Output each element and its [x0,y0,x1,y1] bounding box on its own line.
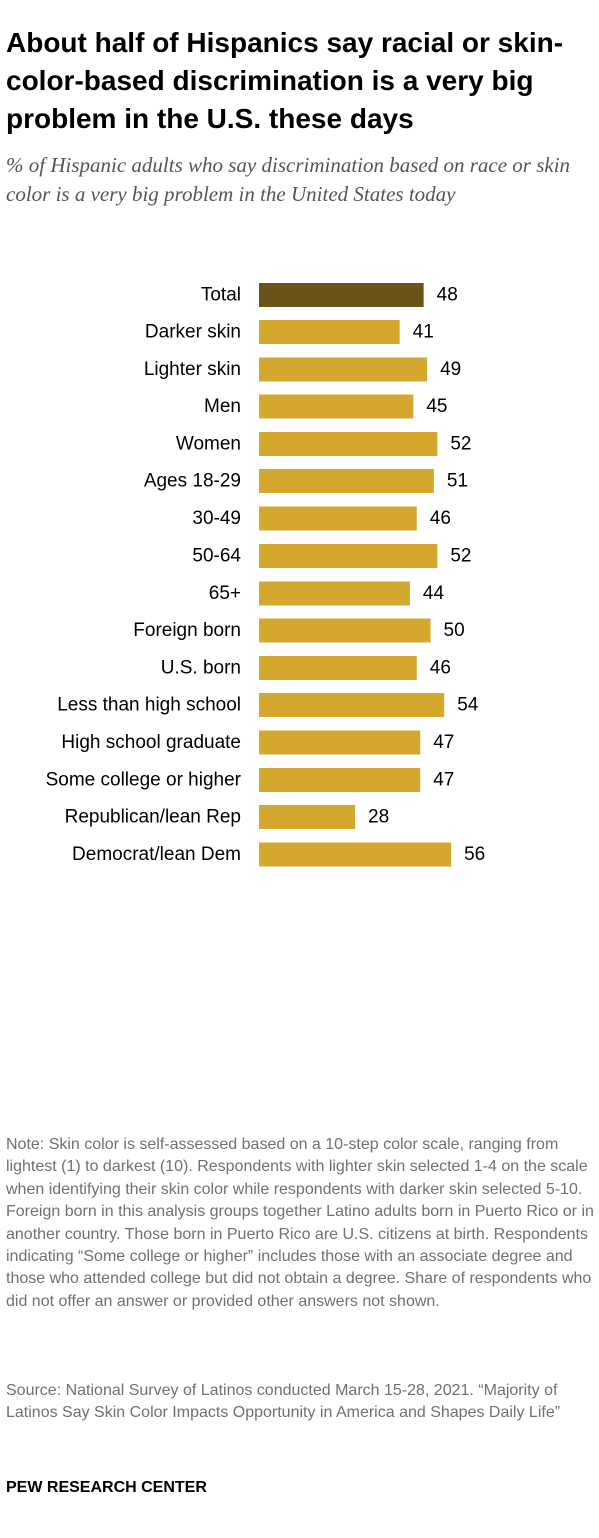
value-label-u-s-born: 46 [430,658,451,679]
category-label-darker-skin: Darker skin [145,322,241,343]
category-label-ages-18-29: Ages 18-29 [144,471,241,492]
bar-50-64 [259,544,438,568]
bar-democrat-lean-dem [259,842,452,867]
bar-65 [259,581,410,606]
value-label-women: 52 [450,434,471,455]
bar-republican-lean-rep [259,805,356,829]
bar-darker-skin [259,320,400,344]
value-label-republican-lean-rep: 28 [368,807,389,828]
category-label-men: Men [204,396,241,417]
category-label-some-college-or-higher: Some college or higher [46,770,242,791]
value-label-less-than-high-school: 54 [457,695,479,716]
bar-high-school-graduate [259,730,421,755]
value-label-lighter-skin: 49 [440,359,461,380]
value-label-democrat-lean-dem: 56 [464,844,485,865]
category-label-30-49: 30-49 [192,508,241,529]
category-label-foreign-born: Foreign born [133,620,241,641]
category-label-women: Women [176,434,241,455]
value-label-high-school-graduate: 47 [433,732,454,753]
value-label-ages-18-29: 51 [447,471,468,492]
bar-some-college-or-higher [259,768,421,792]
category-label-50-64: 50-64 [192,546,241,567]
value-label-some-college-or-higher: 47 [433,770,454,791]
bar-less-than-high-school [259,693,445,717]
bar-lighter-skin [259,357,428,382]
bar-men [259,394,414,419]
category-label-u-s-born: U.S. born [161,658,241,679]
value-label-total: 48 [437,285,458,306]
bar-total [259,283,424,307]
category-label-65: 65+ [209,583,241,604]
category-label-democrat-lean-dem: Democrat/lean Dem [72,844,241,865]
bar-u-s-born [259,656,417,680]
organization-name: PEW RESEARCH CENTER [6,1479,207,1496]
category-label-less-than-high-school: Less than high school [57,695,241,716]
bar-chart: Total 48 Darker skin 41 Lighter skin 49 Men 45 W… [46,283,485,867]
category-label-lighter-skin: Lighter skin [144,359,241,380]
category-label-total: Total [201,285,241,306]
bar-ages-18-29 [259,469,434,493]
bar-foreign-born [259,618,431,643]
value-label-65: 44 [423,583,445,604]
value-label-foreign-born: 50 [444,620,465,641]
value-label-50-64: 52 [450,546,471,567]
chart-subtitle: % of Hispanic adults who say discriminat… [6,153,571,206]
value-label-30-49: 46 [430,508,451,529]
value-label-men: 45 [426,396,447,417]
category-label-republican-lean-rep: Republican/lean Rep [65,807,241,828]
chart-note: Note: Skin color is self-assessed based … [6,1136,594,1310]
bar-30-49 [259,506,417,531]
bar-women [259,432,438,456]
value-label-darker-skin: 41 [413,322,434,343]
chart-source: Source: National Survey of Latinos condu… [6,1382,561,1422]
chart-title: About half of Hispanics say racial or sk… [6,27,564,134]
category-label-high-school-graduate: High school graduate [61,732,241,753]
